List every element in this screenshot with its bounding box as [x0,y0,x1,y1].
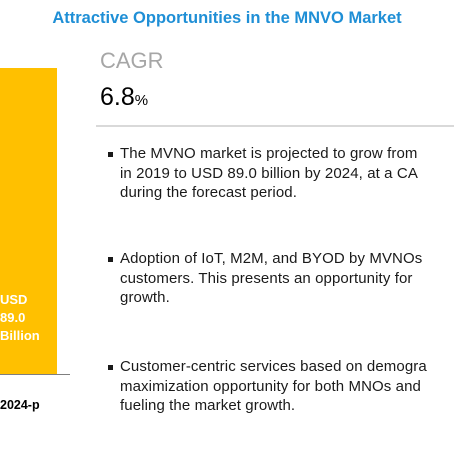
bullet-2-line-1: Adoption of IoT, M2M, and BYOD by MVNOs [120,249,454,269]
bullet-marker [108,152,113,157]
cagr-label: CAGR [100,48,164,74]
bullet-item-2: Adoption of IoT, M2M, and BYOD by MVNOs … [108,249,454,308]
bullet-3-line-1: Customer-centric services based on demog… [120,357,454,377]
bullet-marker [108,257,113,262]
bullet-marker [108,365,113,370]
x-axis-line [0,374,70,375]
cagr-number: 6.8 [100,83,135,111]
bar-label-value: 89.0 [0,309,48,327]
bullet-3-line-2: maximization opportunity for both MNOs a… [120,377,454,397]
x-tick-label: 2024-p [0,398,40,412]
cagr-unit: % [135,92,148,109]
bullet-1-line-2: in 2019 to USD 89.0 billion by 2024, at … [120,164,454,184]
bullet-3-line-3: fueling the market growth. [120,396,454,416]
bullet-item-3: Customer-centric services based on demog… [108,357,454,416]
bar-data-label: USD 89.0 Billion [0,291,48,345]
bullet-1-line-1: The MVNO market is projected to grow fro… [120,144,454,164]
bullet-item-1: The MVNO market is projected to grow fro… [108,144,454,203]
bar-label-unit: Billion [0,327,48,345]
bullet-2-line-2: customers. This presents an opportunity … [120,269,454,289]
cagr-value: 6.8% [100,83,148,112]
bullet-2-line-3: growth. [120,288,454,308]
bullet-1-line-3: during the forecast period. [120,183,454,203]
bar-chart: USD 89.0 Billion 2024-p [0,0,90,454]
divider [96,125,454,127]
bar-label-currency: USD [0,291,48,309]
